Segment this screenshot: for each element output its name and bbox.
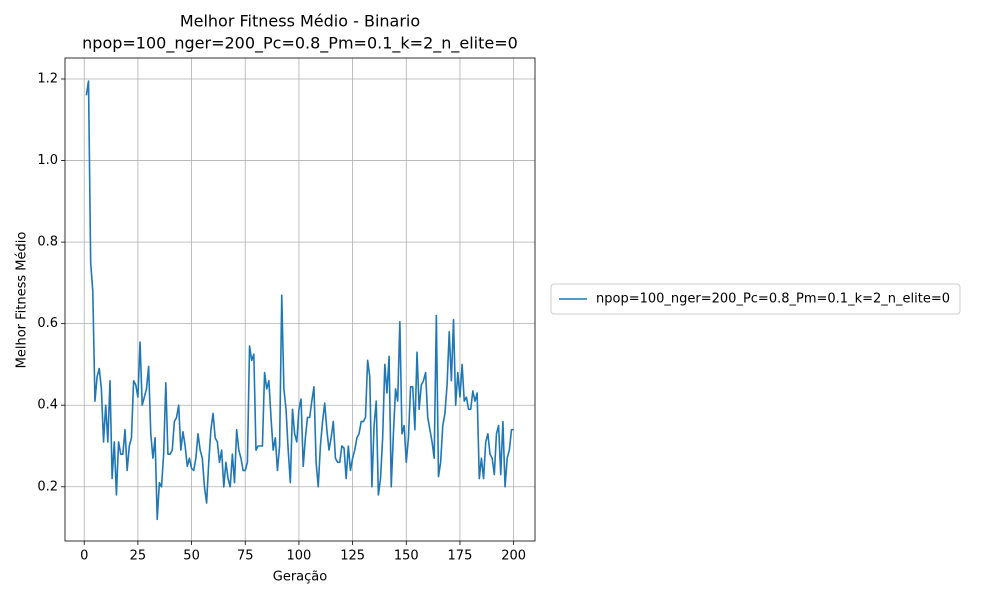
y-axis-label: Melhor Fitness Médio [15, 232, 30, 369]
legend-box [550, 283, 961, 315]
x-tick-label: 150 [394, 549, 419, 564]
chart-subtitle: npop=100_nger=200_Pc=0.8_Pm=0.1_k=2_n_el… [82, 34, 518, 54]
y-tick-label: 0.8 [37, 235, 58, 250]
plot-frame [64, 57, 536, 542]
x-tick-label: 100 [287, 549, 312, 564]
y-tick-label: 1.0 [37, 153, 58, 168]
x-tick-label: 50 [183, 549, 200, 564]
x-axis-label: Geração [273, 570, 327, 585]
x-tick-label: 175 [448, 549, 473, 564]
y-tick-label: 0.6 [37, 316, 58, 331]
y-tick-label: 1.2 [37, 72, 58, 87]
x-tick-label: 125 [340, 549, 365, 564]
y-tick-label: 0.2 [37, 479, 58, 494]
x-tick-label: 25 [130, 549, 147, 564]
legend-label: npop=100_nger=200_Pc=0.8_Pm=0.1_k=2_n_el… [596, 292, 950, 307]
x-tick-label: 0 [80, 549, 88, 564]
x-tick-label: 200 [501, 549, 526, 564]
y-tick-label: 0.4 [37, 398, 58, 413]
chart-title: Melhor Fitness Médio - Binario [180, 12, 420, 31]
data-line [85, 80, 514, 521]
x-tick-label: 75 [237, 549, 254, 564]
